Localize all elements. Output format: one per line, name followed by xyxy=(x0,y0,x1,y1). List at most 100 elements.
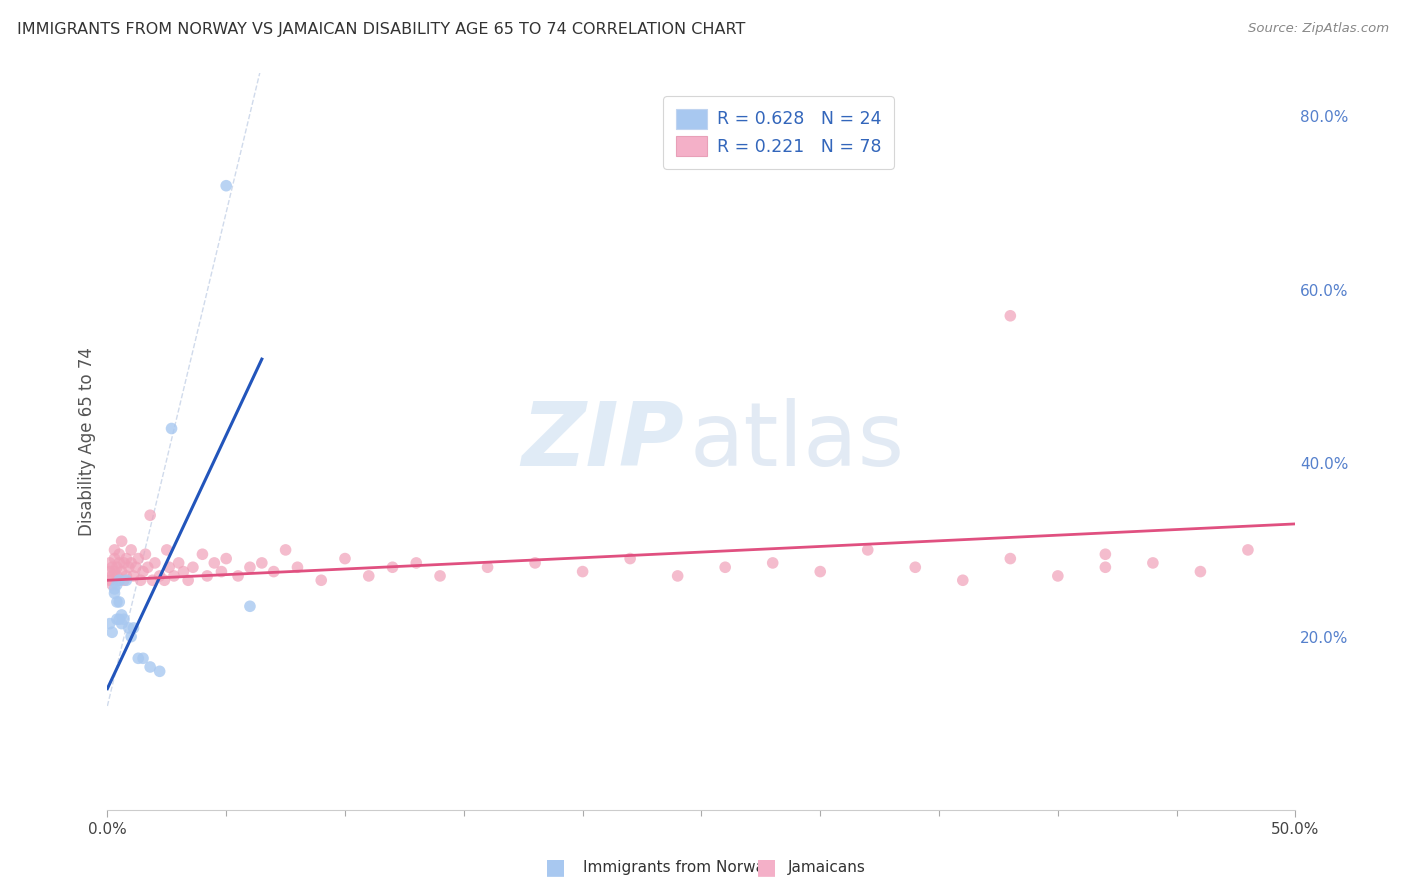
Point xyxy=(149,569,172,583)
Point xyxy=(357,569,380,583)
Point xyxy=(1142,556,1164,570)
Point xyxy=(112,574,135,588)
Point xyxy=(118,621,141,635)
Text: Jamaicans: Jamaicans xyxy=(787,860,865,874)
Point xyxy=(105,612,128,626)
Point xyxy=(714,560,737,574)
Point xyxy=(108,595,131,609)
Point xyxy=(111,534,134,549)
Point xyxy=(108,612,131,626)
Point xyxy=(1237,542,1260,557)
Point xyxy=(136,560,159,574)
Point xyxy=(122,569,145,583)
Point xyxy=(952,574,974,588)
Point xyxy=(163,569,186,583)
Point xyxy=(167,556,190,570)
Point xyxy=(524,556,547,570)
Point xyxy=(122,621,145,635)
Point xyxy=(181,560,204,574)
Text: ZIP: ZIP xyxy=(520,398,683,485)
Point xyxy=(139,508,162,523)
Point xyxy=(120,630,142,644)
Point xyxy=(429,569,451,583)
Point xyxy=(103,565,125,579)
Point xyxy=(118,560,141,574)
Point xyxy=(112,612,135,626)
Point xyxy=(226,569,249,583)
Point xyxy=(134,547,156,561)
Text: Source: ZipAtlas.com: Source: ZipAtlas.com xyxy=(1249,22,1389,36)
Point xyxy=(619,551,641,566)
Point xyxy=(571,565,593,579)
Point xyxy=(477,560,499,574)
Point xyxy=(172,565,194,579)
Legend: R = 0.628   N = 24, R = 0.221   N = 78: R = 0.628 N = 24, R = 0.221 N = 78 xyxy=(664,96,894,169)
Text: Immigrants from Norway: Immigrants from Norway xyxy=(583,860,775,874)
Point xyxy=(125,560,148,574)
Point xyxy=(98,565,121,579)
Point xyxy=(103,542,125,557)
Point xyxy=(103,586,125,600)
Point xyxy=(129,574,152,588)
Point xyxy=(103,551,125,566)
Point xyxy=(127,551,149,566)
Point xyxy=(904,560,927,574)
Point xyxy=(160,421,183,435)
Point xyxy=(143,556,166,570)
Point xyxy=(139,660,162,674)
Point xyxy=(120,556,142,570)
Point xyxy=(381,560,404,574)
Point xyxy=(239,560,262,574)
Point xyxy=(108,547,131,561)
Text: ■: ■ xyxy=(756,857,776,877)
Point xyxy=(101,577,124,591)
Point xyxy=(149,665,172,679)
Point xyxy=(157,560,180,574)
Point xyxy=(120,542,142,557)
Point xyxy=(132,651,155,665)
Point xyxy=(98,556,121,570)
Point xyxy=(115,551,138,566)
Point xyxy=(1000,551,1022,566)
Point xyxy=(108,574,131,588)
Point xyxy=(250,556,273,570)
Point xyxy=(856,542,879,557)
Point xyxy=(263,565,285,579)
Point xyxy=(98,574,121,588)
Point xyxy=(108,574,131,588)
Point xyxy=(115,569,138,583)
Text: IMMIGRANTS FROM NORWAY VS JAMAICAN DISABILITY AGE 65 TO 74 CORRELATION CHART: IMMIGRANTS FROM NORWAY VS JAMAICAN DISAB… xyxy=(17,22,745,37)
Point xyxy=(105,595,128,609)
Point xyxy=(177,574,200,588)
Point xyxy=(111,565,134,579)
Point xyxy=(127,651,149,665)
Point xyxy=(141,574,163,588)
Point xyxy=(405,556,427,570)
Point xyxy=(101,625,124,640)
Text: atlas: atlas xyxy=(689,398,904,485)
Point xyxy=(132,565,155,579)
Point xyxy=(111,607,134,622)
Point xyxy=(666,569,689,583)
Point xyxy=(153,574,176,588)
Point xyxy=(202,556,225,570)
Point xyxy=(103,582,125,596)
Point xyxy=(1046,569,1069,583)
Point xyxy=(209,565,232,579)
Point xyxy=(239,599,262,614)
Point xyxy=(808,565,831,579)
Point xyxy=(309,574,332,588)
Point xyxy=(105,577,128,591)
Point xyxy=(105,560,128,574)
Point xyxy=(1000,309,1022,323)
Point xyxy=(1189,565,1212,579)
Point xyxy=(195,569,218,583)
Y-axis label: Disability Age 65 to 74: Disability Age 65 to 74 xyxy=(79,347,96,536)
Point xyxy=(1094,547,1116,561)
Point xyxy=(108,556,131,570)
Point xyxy=(98,616,121,631)
Point xyxy=(156,542,179,557)
Point xyxy=(287,560,309,574)
Point xyxy=(105,569,128,583)
Point xyxy=(191,547,214,561)
